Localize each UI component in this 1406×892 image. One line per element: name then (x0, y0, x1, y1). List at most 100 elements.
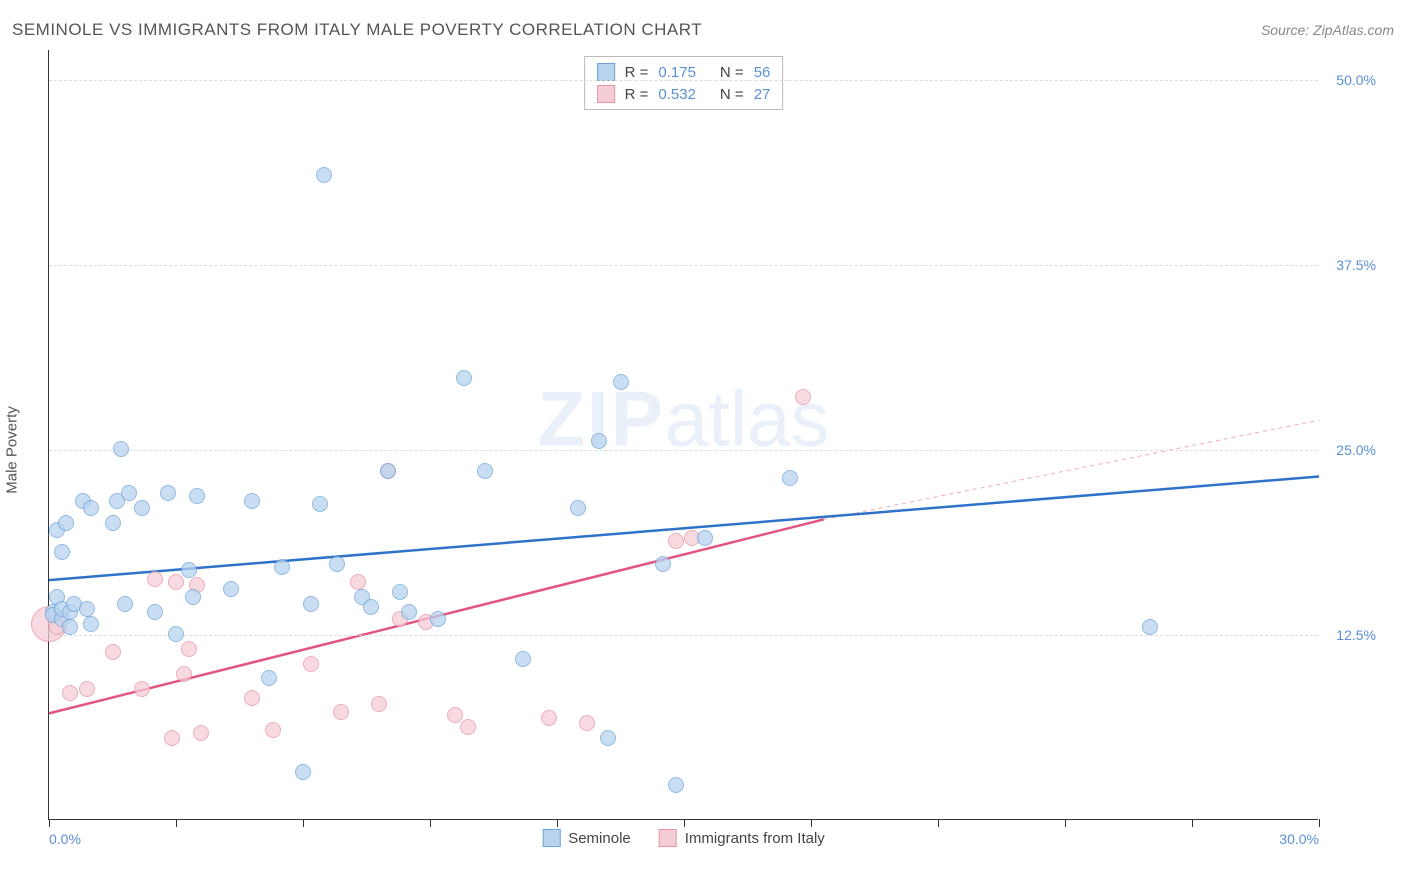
scatter-point (303, 596, 319, 612)
x-tick (684, 819, 685, 827)
scatter-point (160, 485, 176, 501)
scatter-point (655, 556, 671, 572)
scatter-point (782, 470, 798, 486)
scatter-point (164, 730, 180, 746)
x-tick (1319, 819, 1320, 827)
scatter-point (189, 488, 205, 504)
scatter-point (371, 696, 387, 712)
grid-line (49, 265, 1318, 266)
scatter-point (570, 500, 586, 516)
scatter-point (105, 515, 121, 531)
scatter-point (392, 584, 408, 600)
x-tick (557, 819, 558, 827)
scatter-point (591, 433, 607, 449)
scatter-point (147, 571, 163, 587)
r-value-seminole: 0.175 (658, 64, 696, 81)
y-axis-label: Male Poverty (4, 406, 21, 494)
y-tick-label: 37.5% (1336, 257, 1376, 273)
scatter-point (363, 599, 379, 615)
x-tick (1065, 819, 1066, 827)
n-value-italy: 27 (754, 86, 771, 103)
scatter-point (350, 574, 366, 590)
scatter-point (79, 681, 95, 697)
x-tick (49, 819, 50, 827)
legend-bottom: Seminole Immigrants from Italy (542, 829, 825, 847)
y-tick-label: 50.0% (1336, 72, 1376, 88)
scatter-point (58, 515, 74, 531)
scatter-point (316, 167, 332, 183)
chart-area: Male Poverty ZIPatlas R = 0.175 N = 56 R… (48, 50, 1368, 850)
scatter-point (62, 685, 78, 701)
scatter-point (697, 530, 713, 546)
r-value-italy: 0.532 (658, 86, 696, 103)
scatter-point (83, 500, 99, 516)
scatter-point (541, 710, 557, 726)
scatter-point (117, 596, 133, 612)
scatter-point (447, 707, 463, 723)
scatter-point (244, 690, 260, 706)
scatter-point (401, 604, 417, 620)
scatter-point (62, 619, 78, 635)
swatch-italy-icon (659, 829, 677, 847)
scatter-point (185, 589, 201, 605)
legend-item-italy: Immigrants from Italy (659, 829, 825, 847)
scatter-point (265, 722, 281, 738)
scatter-point (380, 463, 396, 479)
legend-item-seminole: Seminole (542, 829, 631, 847)
scatter-point (1142, 619, 1158, 635)
scatter-point (193, 725, 209, 741)
grid-line (49, 635, 1318, 636)
scatter-point (295, 764, 311, 780)
swatch-seminole-icon (542, 829, 560, 847)
grid-line (49, 450, 1318, 451)
chart-title: SEMINOLE VS IMMIGRANTS FROM ITALY MALE P… (12, 20, 702, 40)
scatter-point (223, 581, 239, 597)
scatter-point (579, 715, 595, 731)
scatter-point (113, 441, 129, 457)
scatter-plot: ZIPatlas R = 0.175 N = 56 R = 0.532 N = … (48, 50, 1318, 820)
scatter-point (83, 616, 99, 632)
scatter-point (329, 556, 345, 572)
scatter-point (261, 670, 277, 686)
x-tick (430, 819, 431, 827)
legend-top: R = 0.175 N = 56 R = 0.532 N = 27 (584, 56, 784, 110)
trend-lines (49, 50, 1319, 820)
scatter-point (79, 601, 95, 617)
scatter-point (134, 681, 150, 697)
scatter-point (181, 562, 197, 578)
scatter-point (460, 719, 476, 735)
scatter-point (312, 496, 328, 512)
scatter-point (244, 493, 260, 509)
swatch-seminole (597, 63, 615, 81)
n-value-seminole: 56 (754, 64, 771, 81)
scatter-point (147, 604, 163, 620)
scatter-point (600, 730, 616, 746)
scatter-point (515, 651, 531, 667)
scatter-point (613, 374, 629, 390)
grid-line (49, 80, 1318, 81)
scatter-point (430, 611, 446, 627)
scatter-point (668, 533, 684, 549)
scatter-point (477, 463, 493, 479)
x-tick (176, 819, 177, 827)
swatch-italy (597, 85, 615, 103)
header: SEMINOLE VS IMMIGRANTS FROM ITALY MALE P… (12, 20, 1394, 40)
x-tick (303, 819, 304, 827)
x-tick-label: 0.0% (49, 831, 81, 847)
scatter-point (134, 500, 150, 516)
scatter-point (176, 666, 192, 682)
scatter-point (105, 644, 121, 660)
x-tick (1192, 819, 1193, 827)
scatter-point (168, 626, 184, 642)
y-tick-label: 25.0% (1336, 442, 1376, 458)
scatter-point (54, 544, 70, 560)
scatter-point (456, 370, 472, 386)
scatter-point (795, 389, 811, 405)
x-tick-label: 30.0% (1279, 831, 1319, 847)
scatter-point (668, 777, 684, 793)
scatter-point (303, 656, 319, 672)
y-tick-label: 12.5% (1336, 627, 1376, 643)
scatter-point (121, 485, 137, 501)
scatter-point (168, 574, 184, 590)
legend-row-italy: R = 0.532 N = 27 (597, 83, 771, 105)
